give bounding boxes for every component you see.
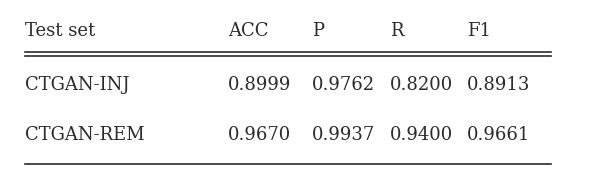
Text: 0.8200: 0.8200 bbox=[389, 76, 453, 94]
Text: CTGAN-REM: CTGAN-REM bbox=[25, 126, 145, 144]
Text: 0.8999: 0.8999 bbox=[229, 76, 292, 94]
Text: 0.9670: 0.9670 bbox=[229, 126, 292, 144]
Text: R: R bbox=[389, 22, 403, 40]
Text: 0.9400: 0.9400 bbox=[389, 126, 453, 144]
Text: 0.8913: 0.8913 bbox=[467, 76, 530, 94]
Text: P: P bbox=[312, 22, 324, 40]
Text: CTGAN-INJ: CTGAN-INJ bbox=[25, 76, 130, 94]
Text: ACC: ACC bbox=[229, 22, 269, 40]
Text: 0.9762: 0.9762 bbox=[312, 76, 375, 94]
Text: 0.9937: 0.9937 bbox=[312, 126, 375, 144]
Text: F1: F1 bbox=[467, 22, 491, 40]
Text: 0.9661: 0.9661 bbox=[467, 126, 530, 144]
Text: Test set: Test set bbox=[25, 22, 95, 40]
